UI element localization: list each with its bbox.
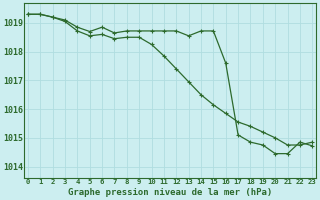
X-axis label: Graphe pression niveau de la mer (hPa): Graphe pression niveau de la mer (hPa): [68, 188, 272, 197]
